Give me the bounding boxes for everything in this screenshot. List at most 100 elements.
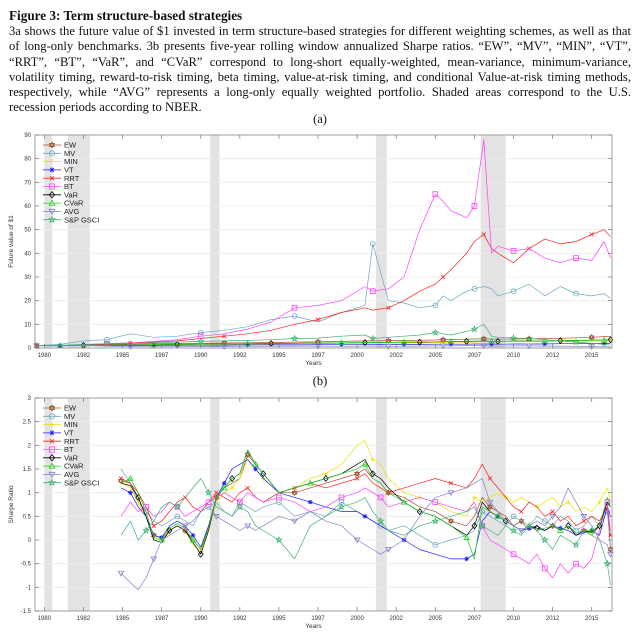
legend-marker-icon	[49, 175, 55, 181]
y-tick-label: 0	[28, 346, 32, 352]
data-point	[337, 502, 346, 511]
data-point	[519, 509, 524, 514]
data-point	[509, 334, 518, 342]
data-point	[480, 335, 487, 343]
data-point	[275, 535, 283, 544]
legend-marker-icon	[48, 191, 56, 199]
legend-item: CVaR	[43, 462, 84, 471]
data-point	[127, 475, 134, 481]
data-point	[353, 537, 361, 544]
x-tick-label: 2015	[585, 616, 599, 622]
data-point	[447, 517, 454, 525]
legend-label: RRT	[64, 174, 80, 183]
legend-item: MIN	[43, 157, 78, 166]
y-tick-label: 2	[28, 443, 32, 449]
series-line-bt	[120, 487, 611, 579]
legend-item: MV	[43, 149, 75, 158]
x-tick-label: 1980	[38, 353, 52, 359]
data-point	[151, 342, 157, 348]
data-point	[565, 499, 571, 505]
data-point	[494, 337, 501, 345]
x-tick-label: 2012	[546, 616, 560, 622]
data-point	[597, 499, 602, 505]
panel-a-label: (a)	[313, 112, 327, 126]
data-point	[573, 255, 579, 261]
data-point	[189, 536, 197, 543]
y-tick-label: -1.5	[21, 609, 32, 615]
x-tick-label: 1982	[77, 616, 91, 622]
data-point	[601, 341, 607, 346]
legend-item: VT	[43, 429, 74, 438]
y-tick-label: 80	[24, 157, 31, 163]
y-tick-label: 60	[24, 204, 31, 210]
legend-marker-icon	[49, 438, 55, 444]
data-point	[494, 512, 502, 519]
x-tick-label: 1980	[38, 616, 52, 622]
data-point	[220, 344, 228, 351]
data-point	[370, 457, 376, 462]
legend-item: EW	[43, 404, 77, 413]
data-point	[604, 499, 611, 505]
data-point	[221, 480, 227, 486]
data-point	[478, 521, 487, 530]
y-axis-title: Sharpe Ratio	[8, 485, 15, 523]
x-tick-label: 2007	[468, 353, 482, 359]
y-tick-label: 70	[24, 180, 31, 186]
data-point	[104, 336, 110, 343]
data-point	[557, 337, 564, 345]
data-point	[290, 334, 299, 342]
x-tick-label: 1997	[311, 353, 325, 359]
x-tick-label: 1997	[311, 616, 325, 622]
data-point	[196, 337, 205, 345]
data-point	[510, 551, 517, 558]
data-point	[581, 518, 587, 524]
y-tick-label: 3	[28, 396, 32, 402]
x-axis-title: Years	[305, 623, 322, 630]
legend-marker-icon	[49, 167, 55, 173]
legend-label: AVG	[64, 207, 79, 216]
y-tick-label: 1.5	[23, 467, 32, 473]
data-point	[222, 333, 227, 339]
series-line-cvar	[120, 449, 611, 560]
recession-shade	[67, 398, 90, 611]
x-tick-label: 2010	[507, 616, 521, 622]
recession-shade	[480, 135, 506, 348]
data-point	[103, 339, 111, 348]
data-point	[385, 344, 392, 350]
data-point	[510, 248, 517, 254]
legend-item: BT	[43, 182, 74, 191]
legend-marker-icon	[49, 413, 56, 420]
data-point	[541, 337, 549, 344]
legend-label: VaR	[64, 453, 79, 462]
data-point	[463, 337, 470, 345]
x-tick-label: 1987	[155, 353, 169, 359]
data-point	[173, 502, 182, 511]
legend-label: MV	[64, 412, 75, 421]
legend-marker-icon	[48, 404, 56, 412]
legend-label: VT	[64, 429, 74, 438]
data-point	[252, 460, 259, 467]
y-tick-label: 0.5	[23, 514, 32, 520]
legend-item: CVaR	[43, 199, 84, 208]
data-point	[471, 522, 478, 530]
data-point	[448, 480, 454, 486]
y-tick-label: 20	[24, 299, 31, 305]
data-point	[431, 517, 440, 525]
data-point	[245, 342, 251, 348]
legend-item: VaR	[43, 190, 79, 199]
data-point	[541, 565, 548, 572]
data-point	[488, 337, 495, 344]
data-point	[244, 523, 251, 530]
plot-area	[35, 398, 612, 611]
legend-label: EW	[64, 141, 77, 150]
series-line-var	[120, 449, 611, 555]
x-tick-label: 2012	[546, 353, 560, 359]
data-point	[470, 325, 479, 333]
legend-item: BT	[43, 445, 74, 454]
data-point	[471, 495, 477, 500]
data-point	[117, 570, 125, 577]
legend-marker-icon	[49, 150, 56, 157]
data-point	[369, 241, 376, 247]
series-markers-avg	[33, 343, 596, 351]
